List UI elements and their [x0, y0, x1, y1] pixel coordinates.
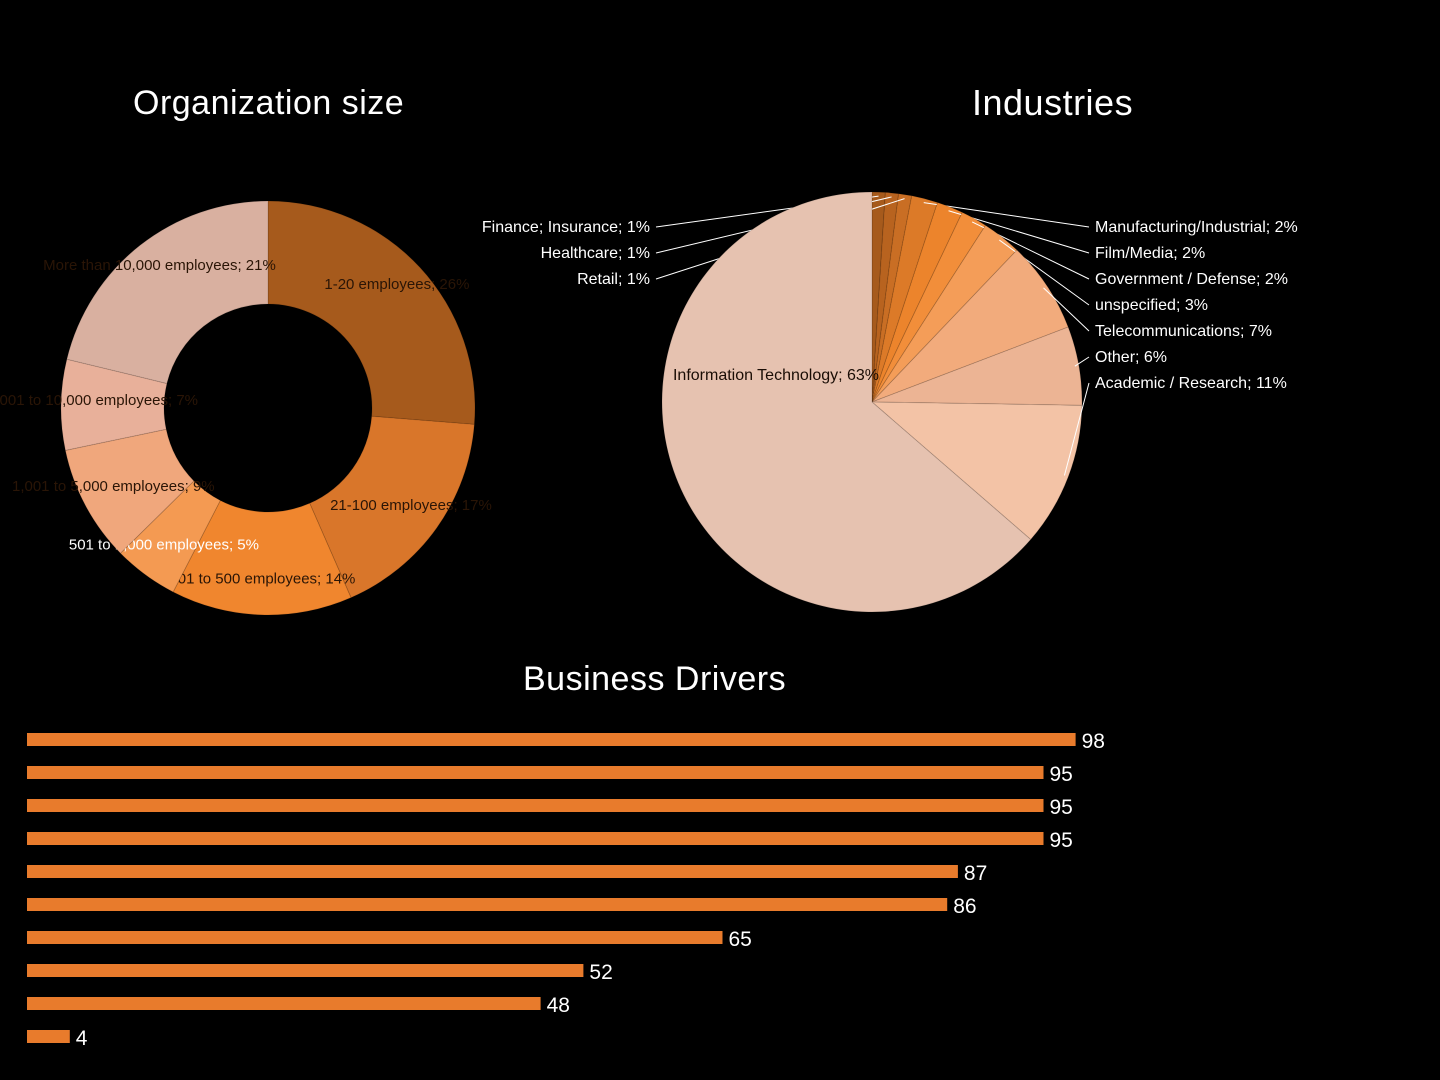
pie-slice	[871, 191, 886, 403]
bar-data-label: 98	[1082, 730, 1105, 753]
bar-data-label: 95	[1050, 829, 1073, 852]
pie-data-label: Government / Defense; 2%	[1095, 271, 1288, 288]
pie-slice	[871, 201, 963, 403]
donut-slice	[60, 358, 168, 451]
donut-slice	[267, 200, 476, 425]
bar-data-label: 95	[1050, 763, 1073, 786]
pie-slice	[871, 191, 900, 403]
bar	[27, 898, 948, 911]
pie-slice	[871, 326, 1083, 406]
bar-data-label: 95	[1050, 796, 1073, 819]
pie-data-label: Healthcare; 1%	[541, 245, 650, 262]
donut-slice	[172, 499, 352, 616]
bar	[27, 931, 723, 944]
leader-line	[923, 202, 1090, 228]
leader-line	[1043, 287, 1090, 332]
bar	[27, 733, 1076, 746]
pie-data-label: Film/Media; 2%	[1095, 245, 1205, 262]
donut-data-label: 21-100 employees; 17%	[330, 497, 492, 514]
bar-data-label: 52	[589, 961, 612, 984]
pie-data-label: Manufacturing/Industrial; 2%	[1095, 219, 1298, 236]
pie-slice	[870, 401, 1083, 541]
donut-slice	[66, 200, 269, 385]
business-drivers-title: Business Drivers	[523, 660, 787, 698]
pie-data-label: Telecommunications; 7%	[1095, 323, 1272, 340]
donut-data-label: 101 to 500 employees; 14%	[169, 570, 355, 587]
pie-data-label: Other; 6%	[1095, 349, 1167, 366]
donut-slice	[64, 428, 195, 554]
bar-data-label: 48	[547, 994, 570, 1017]
donut-slice	[309, 415, 475, 599]
pie-slice	[661, 191, 1032, 613]
donut-data-label: 5,001 to 10,000 employees; 7%	[0, 392, 198, 409]
industries-title: Industries	[972, 82, 1134, 123]
pie-slice	[871, 249, 1069, 403]
bar	[27, 832, 1044, 845]
bar	[27, 997, 541, 1010]
pie-slice	[871, 224, 1018, 403]
leader-line	[1063, 382, 1090, 476]
bar-data-label: 4	[76, 1027, 88, 1050]
pie-data-label: Information Technology; 63%	[673, 367, 879, 384]
bar	[27, 964, 584, 977]
pie-slice	[871, 211, 987, 403]
bar-data-label: 86	[953, 895, 976, 918]
pie-data-label: Finance; Insurance; 1%	[482, 219, 650, 236]
pie-slice	[871, 193, 913, 403]
donut-data-label: More than 10,000 employees; 21%	[43, 257, 276, 274]
bar	[27, 766, 1044, 779]
donut-data-label: 501 to 1,000 employees; 5%	[69, 536, 259, 553]
bar-data-label: 65	[729, 928, 752, 951]
bar-data-label: 87	[964, 862, 987, 885]
bar	[27, 799, 1044, 812]
pie-slice	[871, 195, 939, 403]
pie-data-label: unspecified; 3%	[1095, 297, 1208, 314]
pie-data-label: Retail; 1%	[577, 271, 650, 288]
leader-line	[1074, 356, 1090, 367]
org-size-title: Organization size	[133, 84, 405, 122]
donut-data-label: 1,001 to 5,000 employees; 9%	[12, 478, 215, 495]
donut-data-label: 1-20 employees; 26%	[324, 276, 469, 293]
bar	[27, 1030, 70, 1043]
pie-data-label: Academic / Research; 11%	[1095, 375, 1287, 392]
leader-line	[999, 239, 1090, 306]
bar	[27, 865, 958, 878]
